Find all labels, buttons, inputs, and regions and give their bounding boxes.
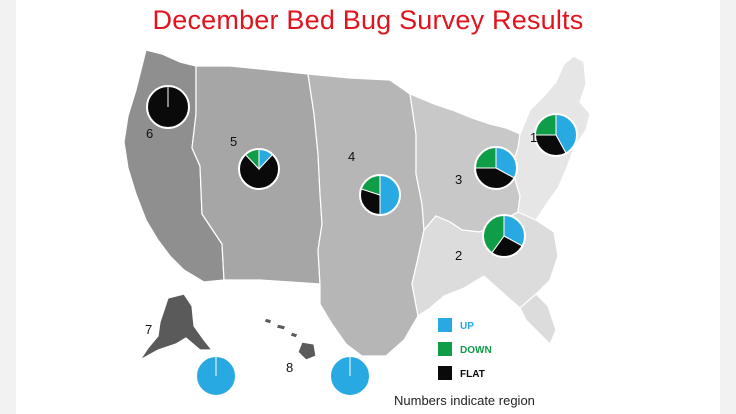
hawaii-island-1 <box>263 317 273 325</box>
pie-region-1 <box>534 113 578 157</box>
pie-outline <box>195 355 237 397</box>
region-number-1: 1 <box>530 130 537 145</box>
pie-region-8 <box>329 355 371 397</box>
legend-swatch-up <box>438 318 452 332</box>
legend-label-flat: FLAT <box>460 369 485 380</box>
florida-shape <box>519 293 557 346</box>
region-plains-shape <box>307 73 425 357</box>
pie-outline <box>534 113 578 157</box>
pie-region-4 <box>359 174 401 216</box>
legend-label-down: DOWN <box>460 345 492 356</box>
pie-region-2 <box>482 214 526 258</box>
legend: UP DOWN FLAT <box>438 318 492 380</box>
region-number-8: 8 <box>286 360 293 375</box>
pie-outline <box>238 148 280 190</box>
footnote: Numbers indicate region <box>394 393 535 408</box>
pie-region-7 <box>195 355 237 397</box>
pie-outline <box>146 85 190 129</box>
legend-swatch-down <box>438 342 452 356</box>
page-title: December Bed Bug Survey Results <box>152 5 584 35</box>
pie-outline <box>474 146 518 190</box>
pie-region-5 <box>238 148 280 190</box>
region-number-6: 6 <box>146 126 153 141</box>
hawaii-island-2 <box>275 323 287 331</box>
hawaii-island-3 <box>289 331 299 339</box>
region-number-4: 4 <box>348 149 355 164</box>
pie-region-6 <box>146 85 190 129</box>
region-number-3: 3 <box>455 172 462 187</box>
map-container: 1 2 3 4 5 6 7 8 UP DOWN FLAT <box>100 44 620 414</box>
pie-outline <box>329 355 371 397</box>
region-number-5: 5 <box>230 134 237 149</box>
alaska-shape <box>139 293 214 361</box>
legend-label-up: UP <box>460 321 474 332</box>
pie-outline <box>359 174 401 216</box>
us-map: 1 2 3 4 5 6 7 8 UP DOWN FLAT <box>123 49 591 397</box>
hawaii-island-4 <box>297 341 317 361</box>
region-number-2: 2 <box>455 248 462 263</box>
pie-region-3 <box>474 146 518 190</box>
pie-outline <box>482 214 526 258</box>
region-number-7: 7 <box>145 322 152 337</box>
legend-swatch-flat <box>438 366 452 380</box>
